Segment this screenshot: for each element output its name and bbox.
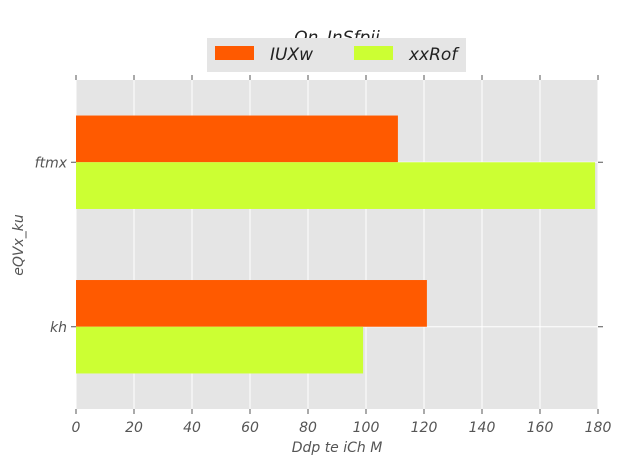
bars-group: [76, 115, 596, 374]
bar-iuxw-kh: [76, 280, 427, 327]
x-tick-label-3: 60: [241, 420, 259, 436]
bar-xxrof-kh: [76, 326, 364, 374]
x-tick-label-1: 20: [125, 420, 143, 436]
x-tick-label-7: 140: [469, 420, 496, 436]
legend-swatch-iuxw: [215, 46, 254, 60]
x-axis-label: Ddp te iCh M: [292, 440, 383, 456]
legend-label-xxrof: xxRof: [408, 45, 460, 65]
x-tick-label-5: 100: [353, 420, 380, 436]
legend: IUXw xxRof: [207, 38, 466, 72]
bar-xxrof-ftmx: [76, 162, 596, 209]
x-tick-label-8: 160: [527, 420, 554, 436]
x-tick-label-6: 120: [411, 420, 438, 436]
x-tick-label-9: 180: [585, 420, 612, 436]
y-tick-label-1: kh: [50, 320, 67, 336]
x-ticks: 0 20 40 60 80 100 120 140 160 180: [72, 75, 612, 436]
legend-label-iuxw: IUXw: [270, 45, 313, 65]
legend-swatch-xxrof: [354, 46, 393, 60]
bar-iuxw-ftmx: [76, 115, 398, 163]
y-tick-label-0: ftmx: [35, 155, 68, 171]
x-tick-label-0: 0: [72, 420, 81, 436]
x-tick-label-2: 40: [183, 420, 201, 436]
y-ticks: ftmx kh: [35, 155, 603, 336]
y-axis-label: eQVx_ku: [11, 214, 27, 276]
x-tick-label-4: 80: [299, 420, 317, 436]
